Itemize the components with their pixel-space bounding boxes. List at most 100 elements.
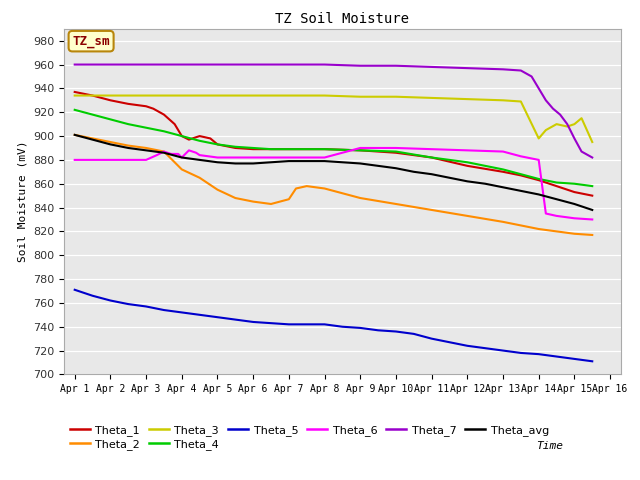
- Theta_2: [292, 186, 300, 192]
- Theta_5: [232, 317, 239, 323]
- Theta_4: [553, 180, 561, 185]
- Theta_avg: [321, 158, 328, 164]
- Theta_6: [321, 155, 328, 160]
- Line: Theta_4: Theta_4: [75, 110, 592, 186]
- Theta_6: [142, 157, 150, 163]
- Theta_2: [570, 231, 578, 237]
- Theta_5: [267, 320, 275, 326]
- Theta_5: [517, 350, 525, 356]
- Theta_5: [214, 314, 221, 320]
- Theta_1: [499, 169, 507, 175]
- Theta_3: [563, 124, 571, 130]
- Theta_6: [185, 147, 193, 153]
- Theta_2: [232, 195, 239, 201]
- Theta_7: [321, 61, 328, 67]
- Theta_1: [232, 145, 239, 151]
- Theta_6: [174, 151, 182, 157]
- Theta_avg: [499, 184, 507, 190]
- Theta_1: [178, 133, 186, 139]
- Theta_6: [517, 154, 525, 159]
- Theta_4: [285, 146, 292, 152]
- Theta_5: [124, 301, 132, 307]
- Theta_avg: [445, 175, 453, 180]
- Theta_5: [445, 339, 453, 345]
- Theta_5: [499, 348, 507, 353]
- Theta_6: [189, 149, 196, 155]
- Theta_5: [553, 354, 561, 360]
- Theta_6: [570, 216, 578, 221]
- Theta_5: [321, 322, 328, 327]
- Theta_avg: [160, 150, 168, 156]
- Theta_6: [356, 145, 364, 151]
- Theta_4: [499, 167, 507, 172]
- Theta_4: [356, 147, 364, 153]
- Theta_avg: [339, 159, 346, 165]
- Theta_1: [207, 135, 214, 141]
- Theta_5: [178, 310, 186, 315]
- Theta_2: [250, 199, 257, 204]
- Theta_7: [356, 63, 364, 69]
- Theta_5: [89, 293, 97, 299]
- Theta_2: [499, 219, 507, 225]
- Line: Theta_2: Theta_2: [75, 135, 592, 235]
- Theta_6: [499, 149, 507, 155]
- Theta_avg: [106, 142, 114, 147]
- Theta_4: [160, 129, 168, 134]
- Theta_5: [570, 356, 578, 362]
- Theta_7: [142, 61, 150, 67]
- Theta_4: [71, 107, 79, 113]
- Theta_avg: [178, 155, 186, 160]
- Theta_7: [71, 61, 79, 67]
- Theta_7: [250, 61, 257, 67]
- Theta_1: [124, 101, 132, 107]
- Theta_6: [542, 211, 550, 216]
- Theta_2: [106, 139, 114, 145]
- Theta_5: [410, 331, 418, 337]
- Theta_5: [71, 287, 79, 293]
- Y-axis label: Soil Moisture (mV): Soil Moisture (mV): [17, 141, 28, 263]
- Theta_6: [553, 213, 561, 219]
- Theta_7: [214, 61, 221, 67]
- Theta_7: [178, 61, 186, 67]
- Theta_6: [214, 155, 221, 160]
- Theta_7: [106, 61, 114, 67]
- Theta_5: [339, 324, 346, 330]
- Theta_5: [160, 307, 168, 313]
- Theta_1: [250, 146, 257, 152]
- Line: Theta_5: Theta_5: [75, 290, 592, 361]
- Theta_avg: [410, 169, 418, 175]
- Theta_2: [321, 186, 328, 192]
- Theta_3: [517, 98, 525, 104]
- Theta_5: [303, 322, 310, 327]
- Theta_4: [124, 121, 132, 127]
- Theta_6: [588, 216, 596, 222]
- Theta_7: [499, 66, 507, 72]
- Theta_2: [160, 149, 168, 155]
- Theta_3: [106, 93, 114, 98]
- Theta_5: [196, 312, 204, 318]
- Theta_avg: [196, 157, 204, 163]
- Theta_1: [160, 112, 168, 118]
- Theta_2: [124, 143, 132, 148]
- Theta_3: [570, 121, 578, 127]
- Theta_5: [392, 329, 400, 335]
- Legend: Theta_1, Theta_2, Theta_3, Theta_4, Theta_5, Theta_6, Theta_7, Theta_avg: Theta_1, Theta_2, Theta_3, Theta_4, Thet…: [70, 425, 549, 450]
- Theta_avg: [392, 165, 400, 171]
- Theta_3: [285, 93, 292, 98]
- Theta_1: [196, 133, 204, 139]
- Theta_7: [285, 61, 292, 67]
- Theta_3: [142, 93, 150, 98]
- Theta_4: [232, 144, 239, 150]
- Theta_2: [214, 187, 221, 192]
- Theta_3: [578, 115, 586, 121]
- Theta_6: [71, 157, 79, 163]
- Theta_5: [463, 343, 471, 348]
- Theta_1: [185, 137, 193, 143]
- Theta_1: [570, 189, 578, 195]
- Theta_avg: [89, 137, 97, 143]
- Theta_1: [285, 146, 292, 152]
- Theta_1: [517, 172, 525, 178]
- Theta_2: [142, 145, 150, 151]
- Theta_4: [588, 183, 596, 189]
- Theta_4: [392, 149, 400, 155]
